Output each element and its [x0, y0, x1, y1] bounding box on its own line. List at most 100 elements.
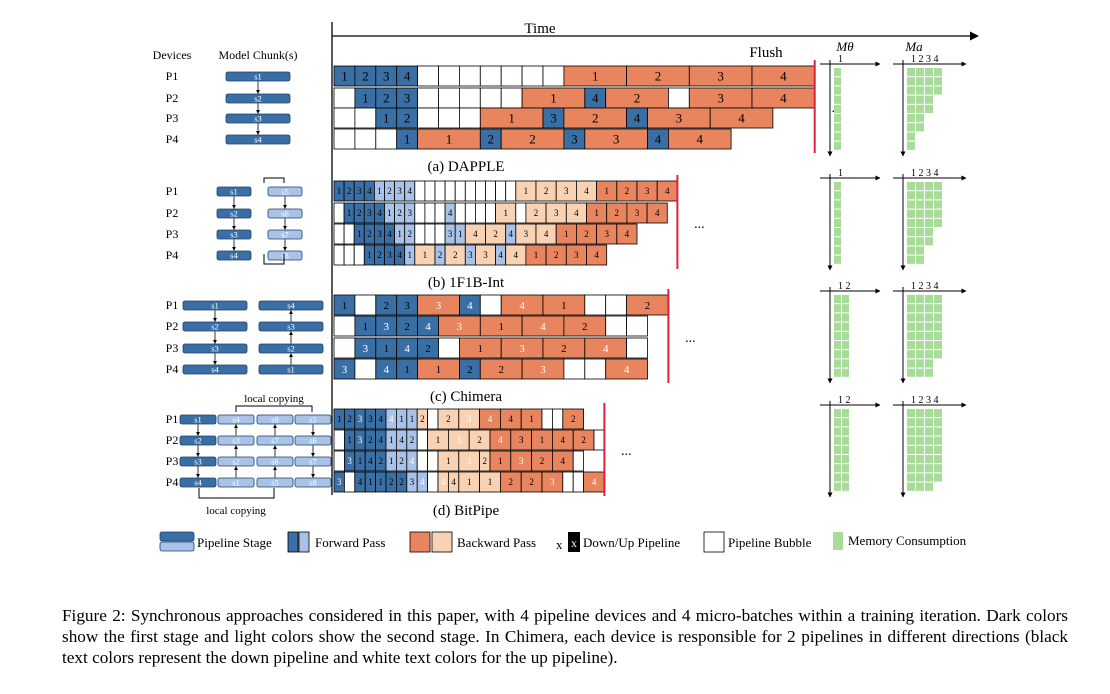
micro-batch-label: 2: [615, 208, 620, 218]
micro-batch-label: 3: [457, 321, 463, 333]
model-chunk: [267, 250, 303, 261]
mem-theta-bar: [834, 368, 841, 377]
micro-batch-label: 1: [524, 186, 529, 196]
mem-theta-header: 1 2: [838, 395, 851, 406]
mem-a-bar: [916, 86, 924, 95]
bubble-cell: [414, 180, 426, 202]
model-chunk: [225, 113, 291, 124]
mem-a-bar: [934, 322, 942, 331]
device-label: P3: [166, 341, 179, 355]
mem-theta-bar: [834, 77, 841, 86]
micro-batch-label: 3: [367, 208, 372, 218]
mem-a-bar: [916, 331, 924, 340]
micro-batch-label: 3: [524, 229, 529, 239]
micro-batch-label: 2: [554, 250, 559, 260]
mem-a-bar: [916, 228, 924, 237]
mem-a-bar: [934, 68, 942, 77]
micro-batch-label: 1: [397, 229, 402, 239]
mem-a-bar: [907, 141, 915, 150]
model-chunk: [294, 414, 332, 425]
model-chunk-label: s6: [271, 457, 279, 467]
micro-batch-label: 2: [399, 477, 404, 487]
micro-batch-label: 2: [420, 414, 425, 424]
micro-batch-label: 4: [358, 477, 363, 487]
device-label: P4: [166, 248, 179, 262]
mem-theta-bar: [842, 427, 849, 436]
model-chunk-label: s5: [271, 478, 279, 488]
micro-batch-label: 3: [574, 250, 579, 260]
micro-batch-label: 2: [389, 477, 394, 487]
model-chunk-label: s2: [211, 322, 219, 332]
local-copying-label-top: local copying: [244, 393, 304, 405]
bubble-cell: [438, 337, 460, 359]
mem-a-bar: [916, 246, 924, 255]
mem-theta-bar: [834, 68, 841, 77]
mem-a-bar: [907, 209, 915, 218]
mem-theta-bar: [842, 464, 849, 473]
micro-batch-label: 4: [367, 186, 372, 196]
mem-theta-bar: [842, 436, 849, 445]
micro-batch-label: 2: [404, 111, 411, 126]
legend-down-marker: x: [556, 537, 563, 552]
micro-batch-label: 1: [367, 250, 372, 260]
mem-a-bar: [925, 436, 933, 445]
mem-theta-bar: [834, 123, 841, 132]
model-chunk-label: s4: [211, 365, 219, 375]
micro-batch-label: 1: [410, 414, 415, 424]
legend-stage-dark: [159, 531, 195, 542]
mem-a-bar: [925, 182, 933, 191]
mem-a-bar: [925, 473, 933, 482]
micro-batch-label: 3: [564, 186, 569, 196]
bubble-cell: [343, 244, 355, 266]
mem-a-bar: [907, 295, 915, 304]
micro-batch-label: 2: [347, 186, 352, 196]
micro-batch-label: 1: [389, 456, 394, 466]
micro-batch-label: 2: [561, 343, 567, 355]
bubble-cell: [458, 87, 481, 109]
micro-batch-label: 4: [544, 229, 549, 239]
model-chunk: [258, 300, 324, 311]
model-chunk: [179, 414, 217, 425]
model-chunk: [216, 186, 252, 197]
micro-batch-label: 3: [377, 229, 382, 239]
bubble-cell: [343, 223, 355, 245]
mem-theta-bar: [842, 473, 849, 482]
mem-a-bar: [907, 304, 915, 313]
mem-theta-bar: [834, 237, 841, 246]
micro-batch-label: 2: [399, 456, 404, 466]
micro-batch-label: 3: [337, 477, 342, 487]
model-chunk: [217, 477, 255, 488]
mem-a-bar: [907, 95, 915, 104]
micro-batch-label: 2: [581, 435, 586, 445]
model-chunk: [267, 208, 303, 219]
backward-block: [709, 107, 774, 129]
mem-a-bar: [907, 68, 915, 77]
mem-a-bar: [925, 209, 933, 218]
bubble-cell: [474, 180, 486, 202]
mem-theta-bar: [834, 464, 841, 473]
model-chunk: [182, 300, 248, 311]
micro-batch-label: 3: [519, 343, 525, 355]
bubble-cell: [495, 180, 507, 202]
bubble-cell: [424, 223, 436, 245]
mem-a-bar: [907, 191, 915, 200]
micro-batch-label: 2: [357, 208, 362, 218]
model-chunk: [217, 435, 255, 446]
bubble-cell: [479, 65, 502, 87]
micro-batch-label: 2: [379, 456, 384, 466]
bubble-cell: [333, 337, 356, 359]
mem-a-bar: [925, 200, 933, 209]
micro-batch-label: 3: [717, 69, 724, 84]
model-chunk: [216, 250, 252, 261]
bubble-cell: [375, 128, 398, 150]
bubble-cell: [562, 471, 574, 493]
micro-batch-label: 2: [362, 69, 369, 84]
legend-memory: [833, 532, 843, 550]
mem-a-bar: [934, 464, 942, 473]
pipeline-figure: Time Flush Devices Model Chunk(s) P1 P2 P3…: [153, 21, 979, 553]
bubble-cell: [454, 180, 466, 202]
micro-batch-label: 3: [550, 111, 557, 126]
micro-batch-label: 2: [477, 435, 482, 445]
mem-a-bar: [925, 304, 933, 313]
mem-theta-bar: [834, 436, 841, 445]
